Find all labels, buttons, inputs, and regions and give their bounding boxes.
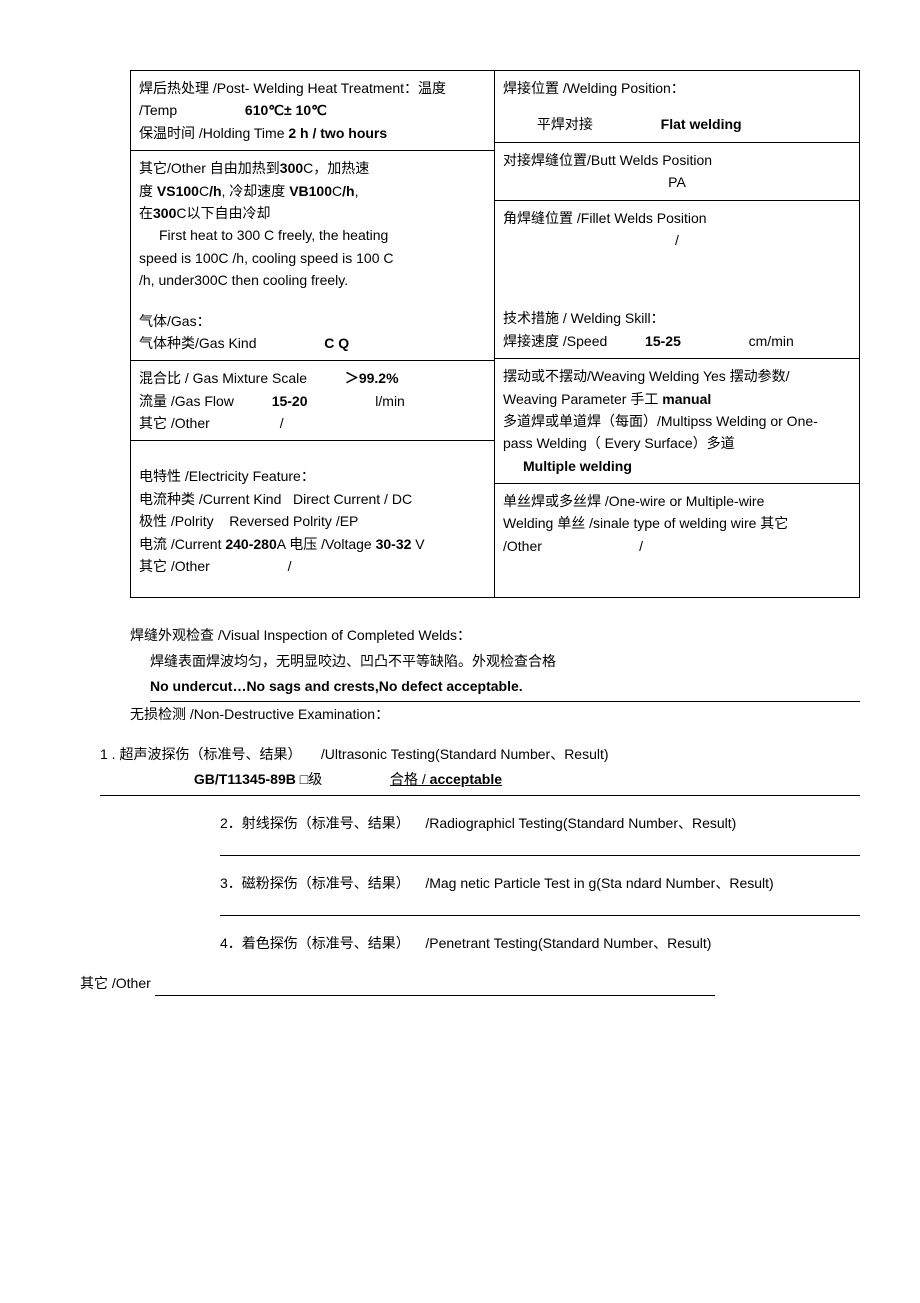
visual-line1: 焊缝表面焊波均匀，无明显咬边、凹凸不平等缺陷。外观检查合格: [150, 649, 860, 674]
heat-treatment-cell: 焊后热处理 /Post- Welding Heat Treatment：温度 /…: [131, 71, 494, 151]
speed-label: 焊接速度 /Speed: [503, 333, 607, 349]
electricity-cell: 电特性 /Electricity Feature： 电流种类 /Current …: [131, 441, 494, 597]
other-heat-line4: First heat to 300 C freely, the heating: [159, 224, 486, 246]
other-heat-line6: /h, under300C then cooling freely.: [139, 269, 486, 291]
gas-other: 其它 /Other /: [139, 412, 486, 434]
item-1: 1 . 超声波探伤（标准号、结果） /Ultrasonic Testing(St…: [100, 742, 860, 795]
weave-line1: 摆动或不摆动/Weaving Welding Yes 摆动参数/: [503, 365, 851, 387]
item3-blank: [220, 898, 860, 916]
skill-line2: 焊接速度 /Speed 15-25 cm/min: [503, 330, 851, 352]
holding-time-label: 保温时间 /Holding Time: [139, 125, 288, 141]
temp-value: 610℃± 10℃: [245, 102, 327, 118]
weld-pos-line1: 焊接位置 /Welding Position：: [503, 77, 851, 99]
other-heat-line1: 其它/Other 自由加热到300C，加热速: [139, 157, 486, 179]
other-row: 其它 /Other: [80, 971, 860, 996]
elec-line1: 电特性 /Electricity Feature：: [139, 465, 486, 487]
weave-line3: 多道焊或单道焊（每面）/Multipss Welding or One-: [503, 410, 851, 432]
heat-treatment-line2: /Temp 610℃± 10℃: [139, 99, 486, 121]
right-column: 焊接位置 /Welding Position： 平焊对接 Flat weldin…: [495, 71, 859, 597]
visual-line2: No undercut…No sags and crests,No defect…: [150, 674, 860, 702]
fillet-welds-cell: 角焊缝位置 /Fillet Welds Position / 技术措施 / We…: [495, 201, 859, 360]
weave-line5: Multiple welding: [523, 455, 851, 477]
wire-cell: 单丝焊或多丝焊 /One-wire or Multiple-wire Weldi…: [495, 484, 859, 577]
fillet-line2: /: [503, 229, 851, 251]
other-heat-line3: 在300C以下自由冷却: [139, 202, 486, 224]
weave-line2: Weaving Parameter 手工 manual: [503, 388, 851, 410]
weld-pos-line2: 平焊对接 Flat welding: [503, 113, 851, 135]
item-3: 3．磁粉探伤（标准号、结果） /Mag netic Particle Test …: [220, 871, 860, 916]
holding-time-value: 2 h / two hours: [288, 125, 387, 141]
flat-weld-cn: 平焊对接: [537, 116, 593, 132]
flow-value: 15-20: [272, 393, 308, 409]
speed-value: 15-25: [645, 333, 681, 349]
flat-weld-en: Flat welding: [661, 116, 742, 132]
flow-line: 流量 /Gas Flow 15-20 l/min: [139, 390, 486, 412]
speed-unit: cm/min: [749, 333, 794, 349]
wire-line1: 单丝焊或多丝焊 /One-wire or Multiple-wire: [503, 490, 851, 512]
elec-line3: 极性 /Polrity Reversed Polrity /EP: [139, 510, 486, 532]
item1-value: GB/T11345-89B □级 合格 / acceptable: [100, 767, 860, 795]
item2-label: 2．射线探伤（标准号、结果） /Radiographicl Testing(St…: [220, 811, 860, 836]
temp-label: /Temp: [139, 102, 177, 118]
item4-label: 4．着色探伤（标准号、结果） /Penetrant Testing(Standa…: [220, 931, 860, 956]
flow-label: 流量 /Gas Flow: [139, 393, 234, 409]
other-heat-line2: 度 VS100C/h, 冷却速度 VB100C/h,: [139, 180, 486, 202]
butt-line1: 对接焊缝位置/Butt Welds Position: [503, 149, 851, 171]
spec-table: 焊后热处理 /Post- Welding Heat Treatment：温度 /…: [130, 70, 860, 598]
gas-line2: 气体种类/Gas Kind C Q: [139, 332, 486, 354]
item-4: 4．着色探伤（标准号、结果） /Penetrant Testing(Standa…: [220, 931, 860, 956]
butt-welds-cell: 对接焊缝位置/Butt Welds Position PA: [495, 143, 859, 201]
other-text: 其它 /Other: [80, 975, 151, 991]
butt-line2: PA: [503, 171, 851, 193]
item-2: 2．射线探伤（标准号、结果） /Radiographicl Testing(St…: [220, 811, 860, 856]
item3-label: 3．磁粉探伤（标准号、结果） /Mag netic Particle Test …: [220, 871, 860, 896]
inspection-section: 焊缝外观检查 /Visual Inspection of Completed W…: [130, 623, 860, 996]
gas-kind-label: 气体种类/Gas Kind: [139, 335, 256, 351]
left-column: 焊后热处理 /Post- Welding Heat Treatment：温度 /…: [131, 71, 495, 597]
gas-line1: 气体/Gas：: [139, 310, 486, 332]
gas-mixture-cell: 混合比 / Gas Mixture Scale ＞99.2% 流量 /Gas F…: [131, 361, 494, 441]
item1-label: 1 . 超声波探伤（标准号、结果） /Ultrasonic Testing(St…: [100, 742, 860, 767]
skill-line1: 技术措施 / Welding Skill：: [503, 307, 851, 329]
gas-kind-value: C Q: [324, 335, 349, 351]
mixture-value: ＞99.2%: [345, 370, 399, 386]
other-heat-cell: 其它/Other 自由加热到300C，加热速 度 VS100C/h, 冷却速度 …: [131, 151, 494, 361]
visual-label: 焊缝外观检查 /Visual Inspection of Completed W…: [130, 623, 860, 648]
wire-line3: /Other /: [503, 535, 851, 557]
wire-line2: Welding 单丝 /sinale type of welding wire …: [503, 512, 851, 534]
welding-position-cell: 焊接位置 /Welding Position： 平焊对接 Flat weldin…: [495, 71, 859, 143]
nde-label: 无损检测 /Non-Destructive Examination：: [130, 702, 860, 727]
item2-blank: [220, 838, 860, 856]
heat-treatment-line1: 焊后热处理 /Post- Welding Heat Treatment：温度: [139, 77, 486, 99]
elec-line2: 电流种类 /Current Kind Direct Current / DC: [139, 488, 486, 510]
weave-line4: pass Welding（ Every Surface）多道: [503, 432, 851, 454]
weaving-cell: 摆动或不摆动/Weaving Welding Yes 摆动参数/ Weaving…: [495, 359, 859, 484]
elec-line4: 电流 /Current 240-280A 电压 /Voltage 30-32 V: [139, 533, 486, 555]
elec-line5: 其它 /Other /: [139, 555, 486, 577]
mixture-line: 混合比 / Gas Mixture Scale ＞99.2%: [139, 367, 486, 389]
heat-treatment-line3: 保温时间 /Holding Time 2 h / two hours: [139, 122, 486, 144]
other-heat-line5: speed is 100C /h, cooling speed is 100 C: [139, 247, 486, 269]
flow-unit: l/min: [375, 393, 405, 409]
fillet-line1: 角焊缝位置 /Fillet Welds Position: [503, 207, 851, 229]
mixture-label: 混合比 / Gas Mixture Scale: [139, 370, 307, 386]
